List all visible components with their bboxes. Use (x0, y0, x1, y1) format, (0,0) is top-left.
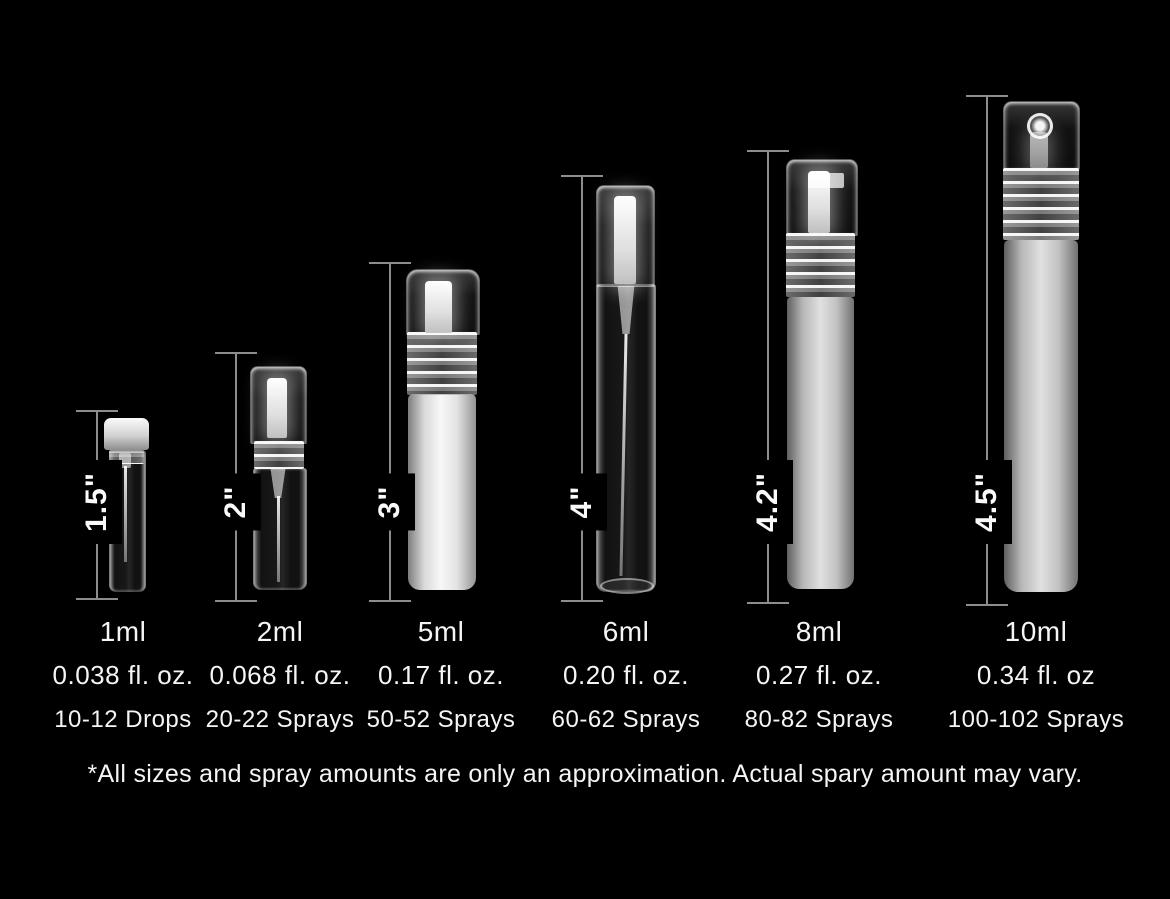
floz-label: 0.27 fl. oz. (756, 660, 882, 690)
spray-count-label: 50-52 Sprays (366, 706, 516, 733)
pump-stem (270, 468, 286, 498)
bottle-cap (1003, 101, 1080, 170)
spray-head (425, 281, 452, 333)
measure-line (986, 95, 988, 606)
height-label: 1.5" (72, 460, 122, 544)
base-rim (600, 578, 654, 594)
bottle-body (408, 394, 476, 590)
height-label: 3" (365, 473, 415, 531)
floz-label: 0.068 fl. oz. (209, 660, 351, 690)
spray-count-label: 60-62 Sprays (551, 706, 701, 733)
height-label: 4.5" (962, 460, 1012, 544)
volume-label: 2ml (256, 616, 304, 647)
spray-count-label: 100-102 Sprays (947, 706, 1125, 733)
volume-label: 5ml (417, 616, 465, 647)
applicator-head (119, 453, 131, 468)
spray-count-label: 10-12 Drops (54, 706, 192, 733)
floz-label: 0.20 fl. oz. (563, 660, 689, 690)
disclaimer-footnote: *All sizes and spray amounts are only an… (87, 760, 1083, 788)
pump-collar (786, 233, 855, 297)
measure-tick-bottom (561, 600, 603, 602)
spray-count-label: 80-82 Sprays (744, 706, 894, 733)
volume-label: 6ml (602, 616, 650, 647)
dip-tube (124, 466, 127, 562)
height-label: 4.2" (743, 460, 793, 544)
volume-label: 10ml (1004, 616, 1068, 647)
pump-collar (1003, 168, 1079, 240)
spray-head (1030, 132, 1048, 168)
dip-tube (277, 496, 280, 582)
floz-label: 0.34 fl. oz (976, 660, 1096, 690)
pump-collar (407, 332, 477, 395)
nozzle-arm (808, 173, 844, 188)
bottle-cap (250, 366, 307, 444)
pump-stem (617, 286, 635, 334)
bottle-cap (104, 418, 149, 450)
height-label: 2" (211, 473, 261, 531)
spray-head (267, 378, 287, 438)
height-label: 4" (557, 473, 607, 531)
measure-tick-bottom (215, 600, 257, 602)
floz-label: 0.038 fl. oz. (52, 660, 194, 690)
measure-tick-bottom (747, 602, 789, 604)
bottle-cap (596, 185, 655, 287)
bottle-body (1004, 240, 1078, 592)
measure-line (389, 262, 391, 602)
measure-tick-bottom (966, 604, 1008, 606)
volume-label: 1ml (99, 616, 147, 647)
measure-tick-bottom (369, 600, 411, 602)
nozzle-circle (1027, 113, 1053, 139)
bottle-body (787, 297, 854, 589)
spray-head (614, 196, 636, 284)
floz-label: 0.17 fl. oz. (378, 660, 504, 690)
pump-collar (254, 441, 304, 469)
bottle-cap (786, 159, 858, 236)
measure-tick-bottom (76, 598, 118, 600)
bottle-cap (406, 269, 480, 335)
measure-line (581, 175, 583, 602)
measure-line (767, 150, 769, 604)
volume-label: 8ml (795, 616, 843, 647)
spray-count-label: 20-22 Sprays (205, 706, 355, 733)
